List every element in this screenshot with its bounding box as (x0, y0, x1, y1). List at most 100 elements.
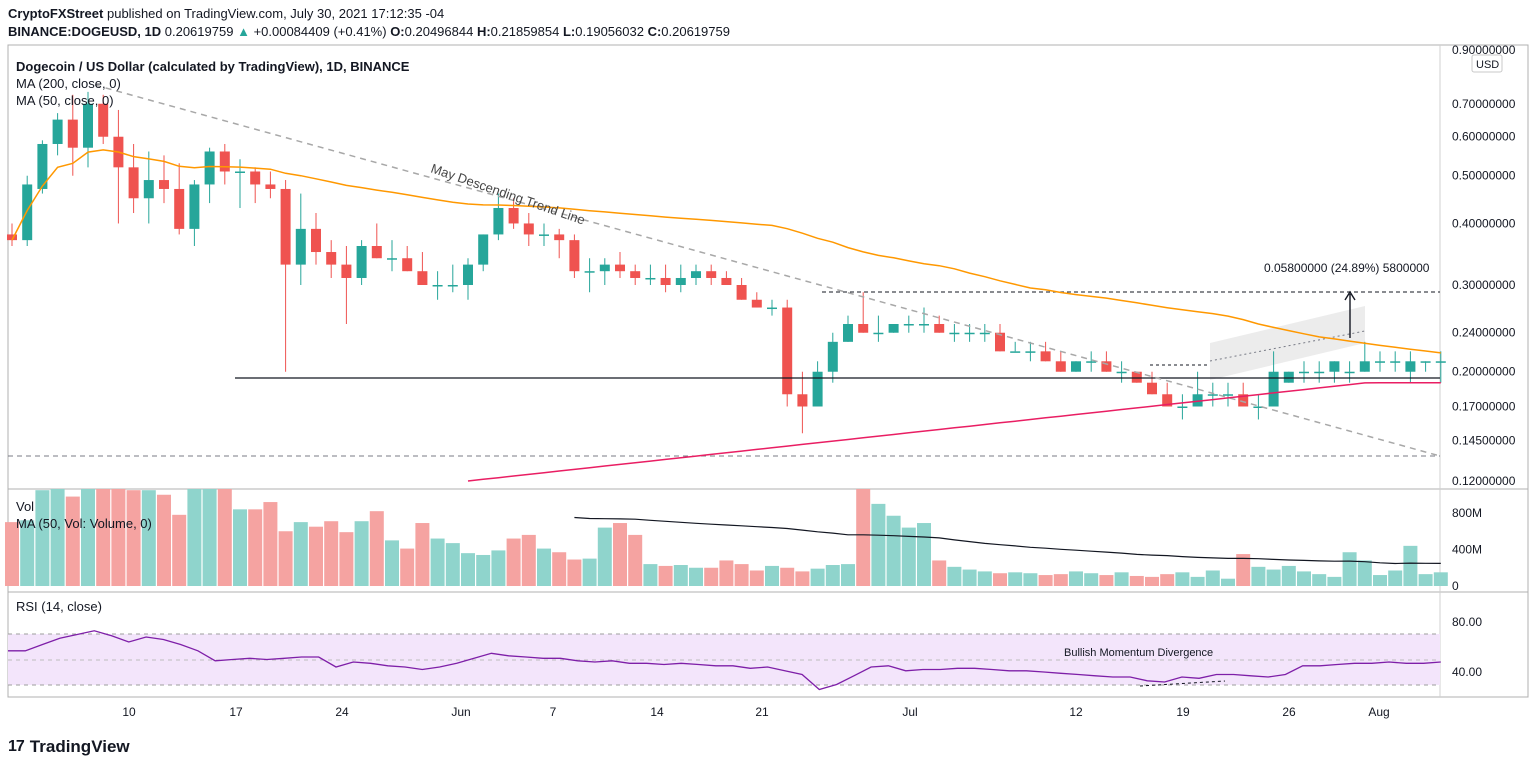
volume-bar[interactable] (430, 538, 445, 586)
candle-body[interactable] (1283, 371, 1294, 383)
candle-body[interactable] (265, 184, 276, 189)
volume-bar[interactable] (20, 520, 35, 586)
volume-bar[interactable] (1433, 572, 1448, 586)
candle-body[interactable] (1040, 351, 1051, 362)
candle-body[interactable] (1344, 371, 1355, 374)
candle-body[interactable] (371, 246, 382, 259)
volume-bar[interactable] (309, 526, 323, 586)
candle-body[interactable] (250, 171, 261, 185)
candle-body[interactable] (7, 234, 17, 241)
candle-body[interactable] (691, 271, 701, 278)
volume-bar[interactable] (643, 564, 658, 586)
legend-vol-ma[interactable]: MA (50, Vol: Volume, 0) (16, 516, 152, 531)
volume-bar[interactable] (1327, 576, 1342, 586)
candle-body[interactable] (1253, 406, 1264, 408)
candle-body[interactable] (98, 103, 109, 137)
volume-bar[interactable] (871, 503, 886, 586)
volume-bar[interactable] (400, 548, 415, 586)
candle-body[interactable] (447, 284, 458, 287)
legend-vol[interactable]: Vol (16, 499, 34, 514)
volume-bar[interactable] (1008, 572, 1023, 586)
volume-bar[interactable] (141, 490, 156, 586)
candle-body[interactable] (736, 284, 747, 300)
candle-body[interactable] (1359, 361, 1370, 372)
candle-body[interactable] (1390, 361, 1401, 363)
candle-body[interactable] (964, 332, 975, 335)
candle-body[interactable] (706, 271, 717, 278)
volume-bar[interactable] (1084, 573, 1099, 586)
volume-bar[interactable] (172, 514, 187, 586)
candle-body[interactable] (919, 323, 929, 326)
volume-bar[interactable] (567, 559, 582, 586)
volume-bar[interactable] (1373, 575, 1387, 586)
volume-bar[interactable] (521, 534, 536, 586)
candle-body[interactable] (1420, 361, 1431, 363)
candle-body[interactable] (493, 207, 504, 235)
candle-body[interactable] (934, 323, 945, 333)
candle-body[interactable] (949, 332, 960, 335)
candle-body[interactable] (873, 332, 884, 335)
volume-bar[interactable] (1357, 560, 1372, 586)
volume-bar[interactable] (1175, 572, 1190, 586)
volume-bar[interactable] (415, 523, 430, 586)
volume-bar[interactable] (5, 522, 19, 586)
volume-bar[interactable] (324, 521, 339, 586)
volume-bar[interactable] (932, 560, 947, 586)
volume-bar[interactable] (1099, 575, 1114, 586)
candle-body[interactable] (1405, 361, 1416, 372)
volume-bar[interactable] (278, 531, 293, 586)
candle-body[interactable] (128, 167, 139, 199)
volume-bar[interactable] (1403, 545, 1418, 586)
candle-body[interactable] (387, 258, 397, 260)
candle-body[interactable] (767, 307, 777, 310)
legend-ma50[interactable]: MA (50, close, 0) (16, 93, 114, 108)
candle-body[interactable] (1207, 394, 1218, 396)
candle-body[interactable] (22, 184, 33, 241)
volume-bar[interactable] (947, 566, 962, 586)
candle-body[interactable] (584, 271, 595, 273)
candle-body[interactable] (995, 332, 1005, 352)
candle-body[interactable] (143, 180, 154, 199)
candle-body[interactable] (1435, 361, 1446, 363)
volume-bar[interactable] (1038, 575, 1053, 586)
volume-bar[interactable] (1251, 566, 1266, 586)
volume-bar[interactable] (917, 523, 931, 586)
candle-body[interactable] (782, 307, 793, 395)
volume-bar[interactable] (126, 490, 141, 586)
volume-bar[interactable] (977, 571, 992, 586)
volume-bar[interactable] (1160, 574, 1175, 586)
candle-body[interactable] (615, 264, 625, 272)
volume-bar[interactable] (217, 489, 232, 586)
volume-bar[interactable] (65, 496, 80, 586)
volume-bar[interactable] (233, 509, 247, 586)
volume-bar[interactable] (613, 523, 627, 586)
volume-bar[interactable] (810, 568, 825, 586)
candle-body[interactable] (1238, 394, 1249, 407)
candle-body[interactable] (630, 271, 641, 278)
candle-body[interactable] (1086, 361, 1097, 363)
volume-bar[interactable] (719, 560, 734, 586)
candle-body[interactable] (235, 171, 245, 173)
brand-footer[interactable]: 17 TradingView (8, 737, 130, 757)
candle-body[interactable] (295, 228, 306, 265)
currency-badge[interactable] (1471, 54, 1503, 73)
volume-bar[interactable] (825, 565, 840, 586)
volume-bar[interactable] (1129, 575, 1144, 586)
candle-body[interactable] (67, 119, 78, 148)
candle-body[interactable] (827, 341, 838, 372)
volume-bar[interactable] (537, 548, 551, 586)
volume-bar[interactable] (689, 567, 703, 586)
volume-bar[interactable] (491, 550, 506, 586)
candle-body[interactable] (311, 228, 321, 253)
candle-body[interactable] (523, 223, 534, 235)
candle-body[interactable] (1101, 361, 1112, 372)
candle-body[interactable] (843, 323, 853, 342)
candle-body[interactable] (204, 151, 215, 185)
candle-body[interactable] (660, 277, 671, 285)
candle-body[interactable] (751, 299, 762, 308)
volume-bar[interactable] (339, 532, 354, 586)
candle-body[interactable] (1268, 371, 1279, 407)
candle-body[interactable] (1055, 361, 1066, 372)
volume-bar[interactable] (673, 565, 688, 586)
candle-body[interactable] (159, 180, 169, 189)
